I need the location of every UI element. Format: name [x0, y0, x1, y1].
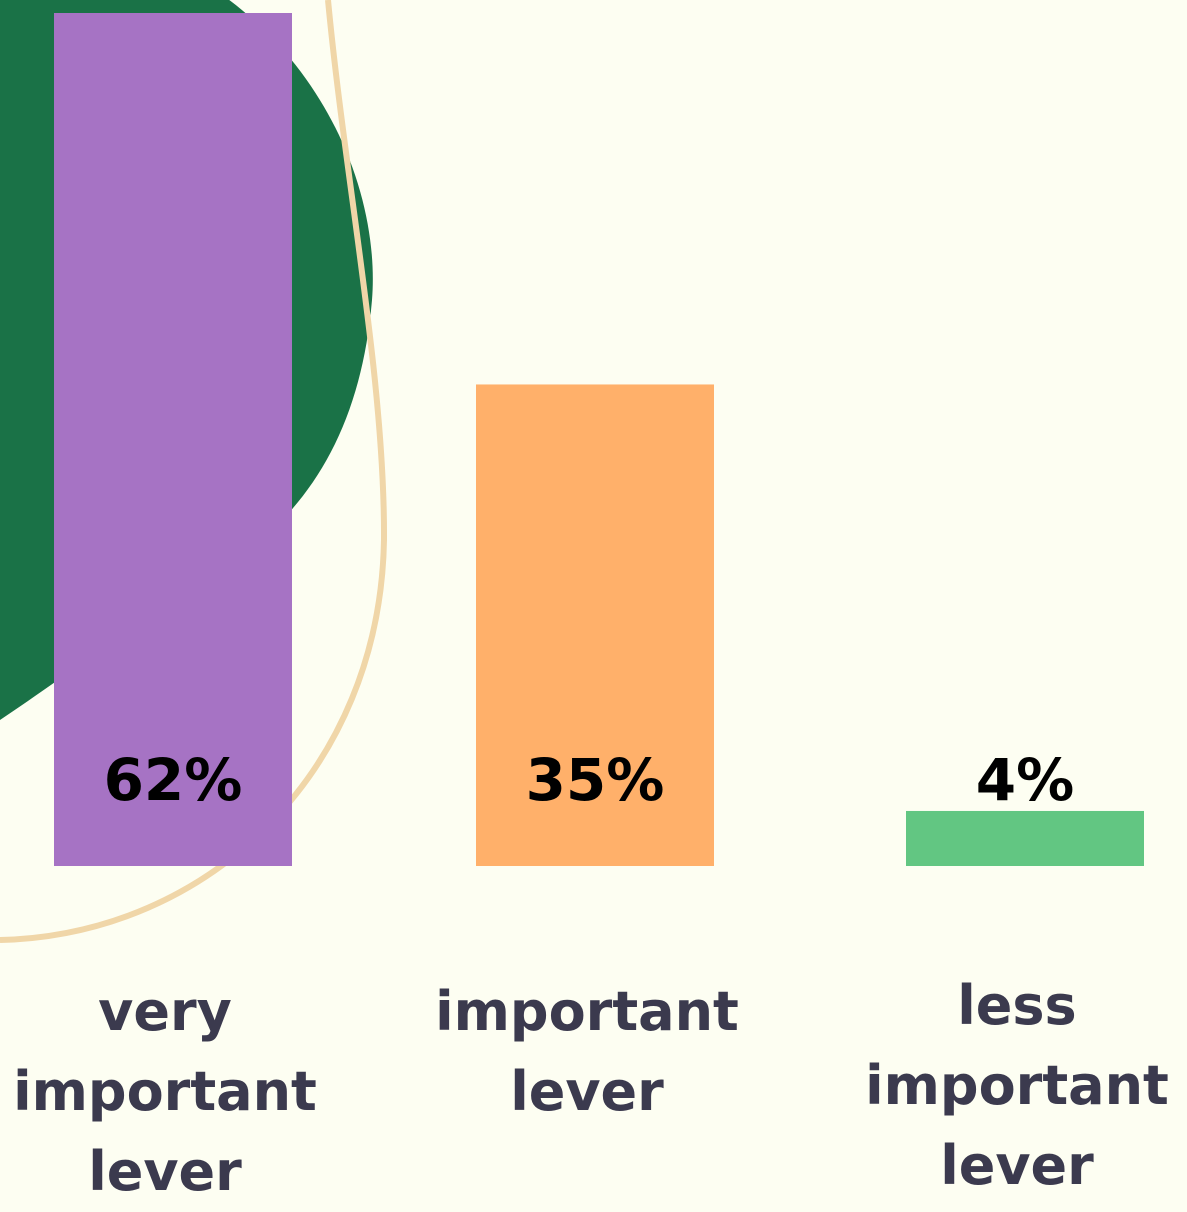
- bar: [906, 810, 1144, 866]
- value-label: 4%: [976, 746, 1074, 814]
- value-label: 35%: [526, 746, 665, 814]
- bar: [476, 384, 714, 866]
- category-label: important lever: [435, 980, 739, 1123]
- decor-curve: [0, 0, 388, 943]
- category-label: very important lever: [13, 980, 317, 1203]
- value-label: 62%: [104, 746, 243, 814]
- category-label: less important lever: [865, 974, 1169, 1197]
- bar: [54, 13, 292, 866]
